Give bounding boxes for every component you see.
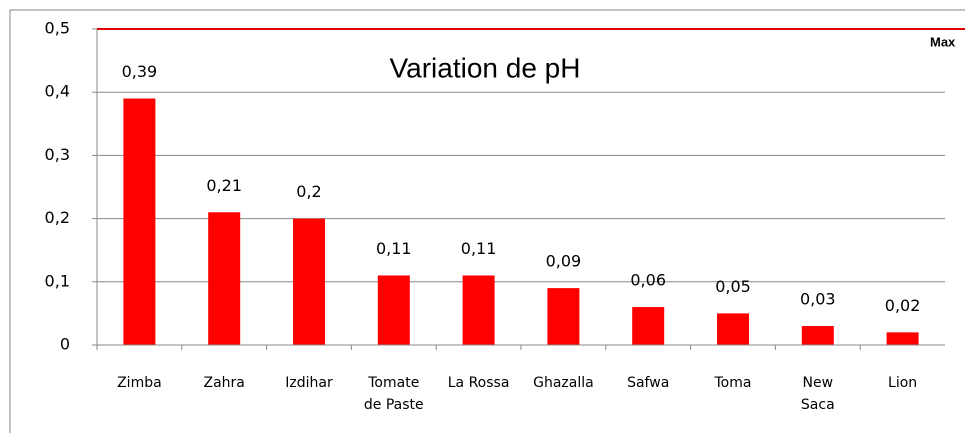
x-tick-label: Lion <box>888 375 918 391</box>
x-tick-label-box: Zahra <box>203 375 245 391</box>
y-tick-label: 0,5 <box>45 19 70 38</box>
bar <box>462 275 495 345</box>
value-label: 0,21 <box>206 176 242 195</box>
bar <box>208 212 241 345</box>
x-tick-label-box: Tomate de Paste <box>363 375 424 413</box>
bar <box>886 332 919 345</box>
y-tick-label: 0,2 <box>45 208 70 227</box>
value-label: 0,11 <box>461 239 497 258</box>
value-label: 0,03 <box>800 290 836 309</box>
value-label: 0,11 <box>376 239 412 258</box>
annotation: Max <box>930 34 956 49</box>
x-tick-label-box: Izdihar <box>285 375 333 391</box>
y-tick-label: 0,4 <box>45 82 70 101</box>
x-tick-label: Zahra <box>203 375 245 391</box>
x-tick-label-box: Safwa <box>627 375 670 391</box>
chart-frame <box>9 9 965 433</box>
x-tick-label-box: Toma <box>714 375 752 391</box>
bar <box>547 288 580 345</box>
x-tick-label: Zimba <box>117 375 162 391</box>
value-label: 0,06 <box>630 271 666 290</box>
y-tick-label: 0 <box>60 335 70 354</box>
bar <box>632 307 665 345</box>
bar <box>377 275 410 345</box>
value-label: 0,09 <box>546 252 582 271</box>
value-label: 0,02 <box>885 296 921 315</box>
x-tick-label: Toma <box>714 375 752 391</box>
value-label: 0,39 <box>122 62 158 81</box>
x-tick-label: Tomate de Paste <box>363 375 424 413</box>
x-tick-label-box: Ghazalla <box>533 375 594 391</box>
x-tick-label: New Saca <box>800 375 835 413</box>
x-tick-label-box: La Rossa <box>447 375 510 391</box>
x-tick-label: La Rossa <box>447 375 510 391</box>
y-tick-label: 0,3 <box>45 145 70 164</box>
y-tick-label: 0,1 <box>45 271 70 290</box>
bar <box>123 98 156 346</box>
bar <box>293 218 325 345</box>
value-label: 0,05 <box>715 277 751 296</box>
x-tick-label-box: Zimba <box>117 375 162 391</box>
x-tick-label: Ghazalla <box>533 375 594 391</box>
bar <box>801 326 834 345</box>
bar <box>717 313 749 345</box>
value-label: 0,2 <box>296 182 321 201</box>
x-tick-label-box: Lion <box>888 375 918 391</box>
x-tick-label: Izdihar <box>285 375 333 391</box>
chart-title: Variation de pH <box>390 52 581 83</box>
x-tick-label: Safwa <box>627 375 670 391</box>
x-tick-label-box: New Saca <box>800 375 835 413</box>
